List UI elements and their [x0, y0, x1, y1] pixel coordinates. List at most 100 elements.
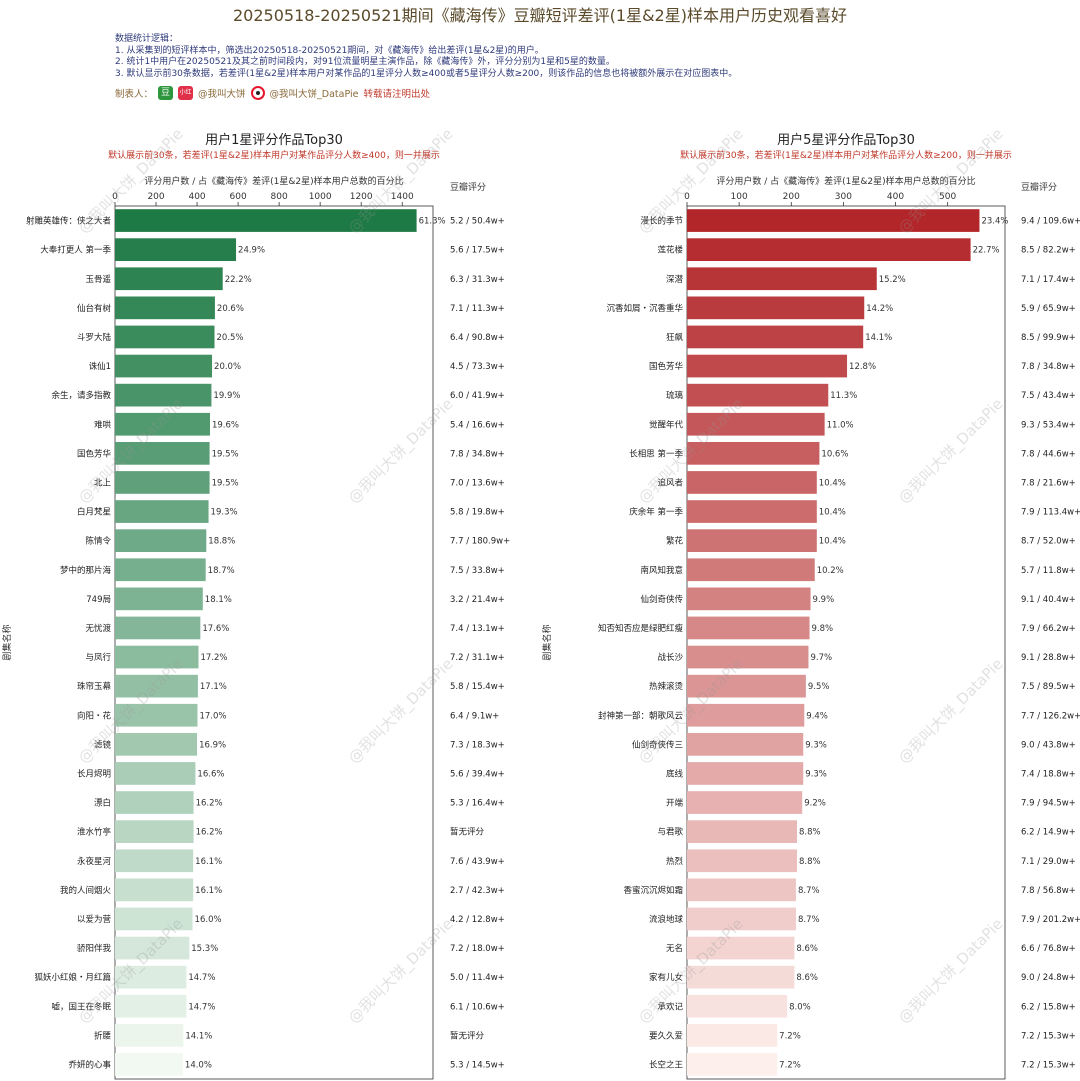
bar — [687, 965, 795, 989]
rating-header: 豆瓣评分 — [1021, 182, 1057, 193]
rating-label: 7.8 / 44.6w+ — [1021, 449, 1076, 459]
category-label: 斗罗大陆 — [77, 332, 112, 343]
bar-percent-label: 9.5% — [808, 682, 830, 692]
bar — [687, 791, 803, 814]
rating-label: 6.6 / 76.8w+ — [1021, 944, 1076, 954]
bar — [687, 762, 804, 785]
notes-line: 2. 统计1中用户在20250521及其之前时间段内，对91位流量明星主演作品，… — [115, 57, 615, 67]
bar-percent-label: 17.6% — [202, 624, 229, 634]
chart-title: 用户1星评分作品Top30 — [205, 132, 343, 148]
method-notes: 数据统计逻辑： 1. 从采集到的短评样本中，筛选出20250518-202505… — [115, 34, 737, 80]
rating-label: 7.9 / 113.4w+ — [1021, 508, 1080, 518]
rating-label: 9.1 / 40.4w+ — [1021, 595, 1076, 605]
category-label: 狂飙 — [666, 332, 684, 343]
category-label: 余生，请多指教 — [51, 390, 111, 401]
bar-percent-label: 14.0% — [185, 1060, 212, 1070]
bar — [687, 645, 809, 669]
bar-percent-label: 12.8% — [849, 362, 876, 372]
bar — [687, 209, 980, 232]
x-axis-label: 评分用户数 / 占《藏海传》差评(1星&2星)样本用户总数的百分比 — [716, 175, 975, 187]
bar — [687, 529, 817, 552]
category-label: 封神第一部：朝歌风云 — [598, 710, 684, 721]
category-label: 热辣滚烫 — [649, 681, 684, 692]
bar — [115, 965, 187, 989]
category-label: 要久久爱 — [649, 1030, 683, 1041]
bar-percent-label: 10.2% — [817, 566, 844, 576]
category-label: 长相思 第一季 — [629, 448, 683, 459]
rating-label: 6.3 / 31.3w+ — [450, 275, 505, 285]
maker-label: 制表人： — [115, 89, 154, 100]
category-label: 热烈 — [666, 856, 684, 867]
bar — [115, 383, 212, 407]
x-tick-label: 200 — [783, 192, 800, 202]
rating-label: 9.4 / 109.6w+ — [1021, 217, 1080, 227]
bar-percent-label: 10.4% — [819, 478, 846, 488]
x-tick-label: 0 — [112, 192, 118, 202]
category-label: 觉醒年代 — [649, 419, 684, 430]
bar — [115, 994, 187, 1018]
x-tick-label: 600 — [230, 192, 247, 202]
category-label: 追风者 — [657, 477, 683, 488]
category-label: 嘘，国王在冬眠 — [51, 1001, 111, 1012]
chart-subtitle: 默认展示前30条，若差评(1星&2星)样本用户对某作品评分人数≥400，则一并展… — [108, 149, 440, 161]
rating-label: 6.2 / 14.9w+ — [1021, 828, 1076, 838]
bar — [687, 1053, 778, 1076]
category-label: 永夜星河 — [77, 856, 112, 867]
category-label: 与君歌 — [657, 827, 683, 838]
bar — [115, 325, 215, 349]
rating-label: 7.9 / 94.5w+ — [1021, 799, 1076, 809]
category-label: 北上 — [94, 478, 112, 488]
chart-subtitle: 默认展示前30条，若差评(1星&2星)样本用户对某作品评分人数≥200，则一并展… — [680, 149, 1012, 161]
rating-label: 8.5 / 99.9w+ — [1021, 333, 1076, 343]
bar — [115, 674, 198, 698]
category-label: 长月烬明 — [77, 768, 111, 779]
y-axis-label: 剧集名称 — [541, 624, 553, 660]
rating-label: 7.5 / 43.4w+ — [1021, 391, 1076, 401]
bar-percent-label: 7.2% — [779, 1060, 801, 1070]
bar — [115, 558, 206, 582]
bar-percent-label: 16.9% — [199, 740, 226, 750]
category-label: 漫长的季节 — [640, 216, 683, 227]
bar-percent-label: 10.4% — [819, 537, 846, 547]
bar-percent-label: 8.6% — [796, 973, 818, 983]
rating-label: 3.2 / 21.4w+ — [450, 595, 505, 605]
category-label: 庆余年 第一季 — [629, 507, 683, 518]
category-label: 国色芳华 — [649, 361, 684, 372]
bar-percent-label: 7.2% — [779, 1031, 801, 1041]
rating-label: 2.7 / 42.3w+ — [450, 886, 505, 896]
x-tick-label: 100 — [731, 192, 748, 202]
rating-label: 7.1 / 29.0w+ — [1021, 857, 1076, 867]
category-label: 莲花楼 — [657, 245, 683, 256]
bar-percent-label: 16.2% — [196, 799, 223, 809]
notes-line: 1. 从采集到的短评样本中，筛选出20250518-20250521期间，对《藏… — [115, 45, 544, 56]
bar — [115, 762, 196, 785]
rating-label: 5.3 / 16.4w+ — [450, 799, 505, 809]
bar-percent-label: 20.6% — [217, 304, 244, 314]
bar-percent-label: 18.7% — [208, 566, 235, 576]
category-label: 射雕英雄传：侠之大者 — [26, 216, 112, 227]
one-star-chart: 用户1星评分作品Top30默认展示前30条，若差评(1星&2星)样本用户对某作品… — [1, 132, 510, 1080]
page-title: 20250518-20250521期间《藏海传》豆瓣短评差评(1星&2星)样本用… — [233, 6, 847, 25]
rating-label: 7.8 / 34.8w+ — [1021, 362, 1076, 372]
rating-label: 7.2 / 15.3w+ — [1021, 1060, 1076, 1070]
x-tick-label: 200 — [147, 192, 164, 202]
rating-label: 7.2 / 31.1w+ — [450, 653, 505, 663]
bar — [115, 936, 190, 960]
bar-percent-label: 14.1% — [185, 1031, 212, 1041]
bar — [115, 354, 213, 378]
bar-percent-label: 17.2% — [201, 653, 228, 663]
rating-label: 6.1 / 10.6w+ — [450, 1002, 505, 1012]
bar-percent-label: 23.4% — [981, 217, 1008, 227]
category-label: 承欢记 — [657, 1001, 683, 1012]
bar-percent-label: 18.1% — [205, 595, 232, 605]
xiaohongshu-icon: 小红书 — [178, 86, 194, 110]
bar-percent-label: 16.6% — [197, 769, 224, 779]
x-tick-label: 1200 — [350, 192, 373, 202]
bar — [115, 587, 203, 611]
plot-frame — [686, 205, 1006, 1080]
bar-percent-label: 9.9% — [813, 595, 835, 605]
rating-label: 7.8 / 21.6w+ — [1021, 478, 1076, 488]
bar — [115, 878, 194, 902]
bar-percent-label: 8.6% — [796, 944, 818, 954]
rating-label: 5.8 / 15.4w+ — [450, 682, 505, 692]
